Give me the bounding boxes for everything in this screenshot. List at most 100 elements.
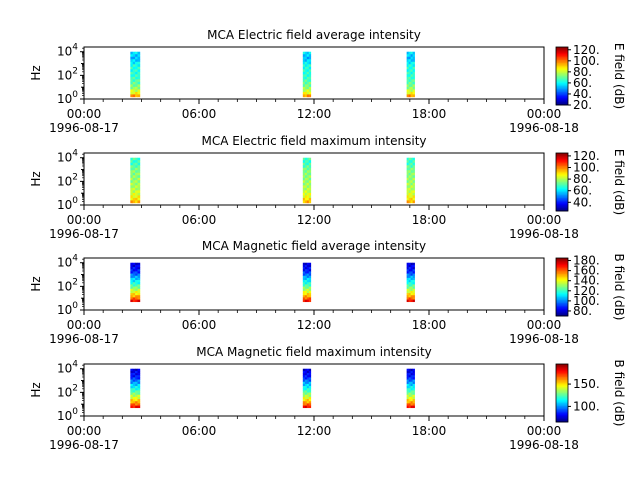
heatmap-cell xyxy=(135,275,138,279)
heatmap-cell xyxy=(302,293,306,296)
heatmap-cell xyxy=(135,91,138,95)
colorbar-segment xyxy=(556,153,568,155)
heatmap-cell xyxy=(406,180,409,184)
heatmap-cell xyxy=(308,165,312,169)
heatmap-cell xyxy=(135,388,138,391)
heatmap-cell xyxy=(412,91,415,95)
heatmap-cell xyxy=(306,197,310,201)
heatmap-cell xyxy=(304,192,308,196)
heatmap-cell xyxy=(408,61,411,65)
colorbar-segment xyxy=(556,166,568,168)
colorbar-segment xyxy=(556,49,568,52)
heatmap-cell xyxy=(302,388,306,391)
colorbar-segment xyxy=(556,278,568,281)
heatmap-cell xyxy=(137,81,141,85)
colorbar-segment xyxy=(556,180,568,183)
colorbar-segment xyxy=(556,90,568,93)
heatmap-cell xyxy=(135,377,138,380)
colorbar-segment xyxy=(556,177,568,180)
heatmap-cell xyxy=(130,81,134,85)
heatmap-cell xyxy=(135,177,138,181)
heatmap-cell xyxy=(137,271,141,274)
heatmap-cell xyxy=(406,61,409,65)
heatmap-cell xyxy=(308,373,312,376)
heatmap-cell xyxy=(406,172,409,176)
heatmap-cell xyxy=(137,284,141,287)
colorbar-segment xyxy=(556,301,568,304)
heatmap-cell xyxy=(130,277,134,281)
heatmap-cell xyxy=(304,297,308,300)
heatmap-cell xyxy=(302,160,306,164)
spectrogram-segment xyxy=(302,368,312,409)
heatmap-cell xyxy=(306,59,310,63)
heatmap-cell xyxy=(132,286,136,290)
heatmap-cell xyxy=(308,180,312,184)
heatmap-cell xyxy=(132,282,136,285)
heatmap-cell xyxy=(137,295,141,298)
colorbar-segment xyxy=(556,401,568,404)
heatmap-cell xyxy=(130,182,134,186)
heatmap-cell xyxy=(412,295,415,298)
heatmap-cell xyxy=(410,403,413,406)
heatmap-cell xyxy=(410,284,413,287)
heatmap-cell xyxy=(412,197,415,201)
heatmap-cell xyxy=(412,401,415,404)
heatmap-cell xyxy=(130,165,134,169)
heatmap-cell xyxy=(308,267,312,270)
colorbar-segment xyxy=(556,284,568,286)
heatmap-cell xyxy=(412,403,415,406)
heatmap-cell xyxy=(302,295,306,298)
heatmap-cell xyxy=(302,271,306,274)
heatmap-cell xyxy=(135,267,138,270)
heatmap-cell xyxy=(406,66,409,70)
colorbar-segment xyxy=(556,157,568,160)
spectrogram-segment xyxy=(406,157,415,204)
heatmap-cell xyxy=(412,282,415,285)
colorbar-segment xyxy=(556,302,568,305)
heatmap-cell xyxy=(304,269,308,272)
heatmap-cell xyxy=(302,396,306,400)
heatmap-cell xyxy=(302,375,306,378)
heatmap-cell xyxy=(306,388,310,391)
heatmap-cell xyxy=(412,61,415,65)
heatmap-cell xyxy=(410,282,413,285)
heatmap-cell xyxy=(302,399,306,402)
heatmap-cell xyxy=(410,381,413,385)
heatmap-cell xyxy=(132,89,136,93)
heatmap-cell xyxy=(306,377,310,380)
heatmap-cell xyxy=(132,54,136,58)
heatmap-cell xyxy=(308,273,312,277)
heatmap-cell xyxy=(410,170,413,174)
heatmap-cell xyxy=(408,375,411,378)
heatmap-cell xyxy=(306,392,310,396)
heatmap-cell xyxy=(135,79,138,83)
heatmap-cell xyxy=(132,392,136,396)
heatmap-cell xyxy=(412,286,415,290)
heatmap-cell xyxy=(302,172,306,176)
heatmap-cell xyxy=(132,195,136,199)
heatmap-cell xyxy=(410,396,413,400)
heatmap-cell xyxy=(306,290,310,294)
spectrogram-segment xyxy=(302,262,312,303)
y-tick-label: 104 xyxy=(57,43,78,59)
heatmap-cell xyxy=(408,377,411,380)
heatmap-cell xyxy=(406,262,409,266)
heatmap-cell xyxy=(304,61,308,65)
heatmap-cell xyxy=(306,264,310,268)
colorbar-segment xyxy=(556,368,568,371)
heatmap-cell xyxy=(302,200,306,204)
heatmap-cell xyxy=(306,299,310,303)
heatmap-cell xyxy=(302,187,306,191)
colorbar-segment xyxy=(556,413,568,416)
heatmap-cell xyxy=(412,94,415,98)
heatmap-cell xyxy=(408,187,411,191)
heatmap-cell xyxy=(410,200,413,204)
heatmap-cell xyxy=(302,81,306,85)
heatmap-cell xyxy=(410,383,413,387)
heatmap-cell xyxy=(408,69,411,73)
heatmap-cell xyxy=(308,162,312,166)
heatmap-cell xyxy=(410,275,413,279)
x-date-label: 1996-08-18 xyxy=(509,121,579,135)
heatmap-cell xyxy=(412,86,415,90)
colorbar-segment xyxy=(556,71,568,74)
